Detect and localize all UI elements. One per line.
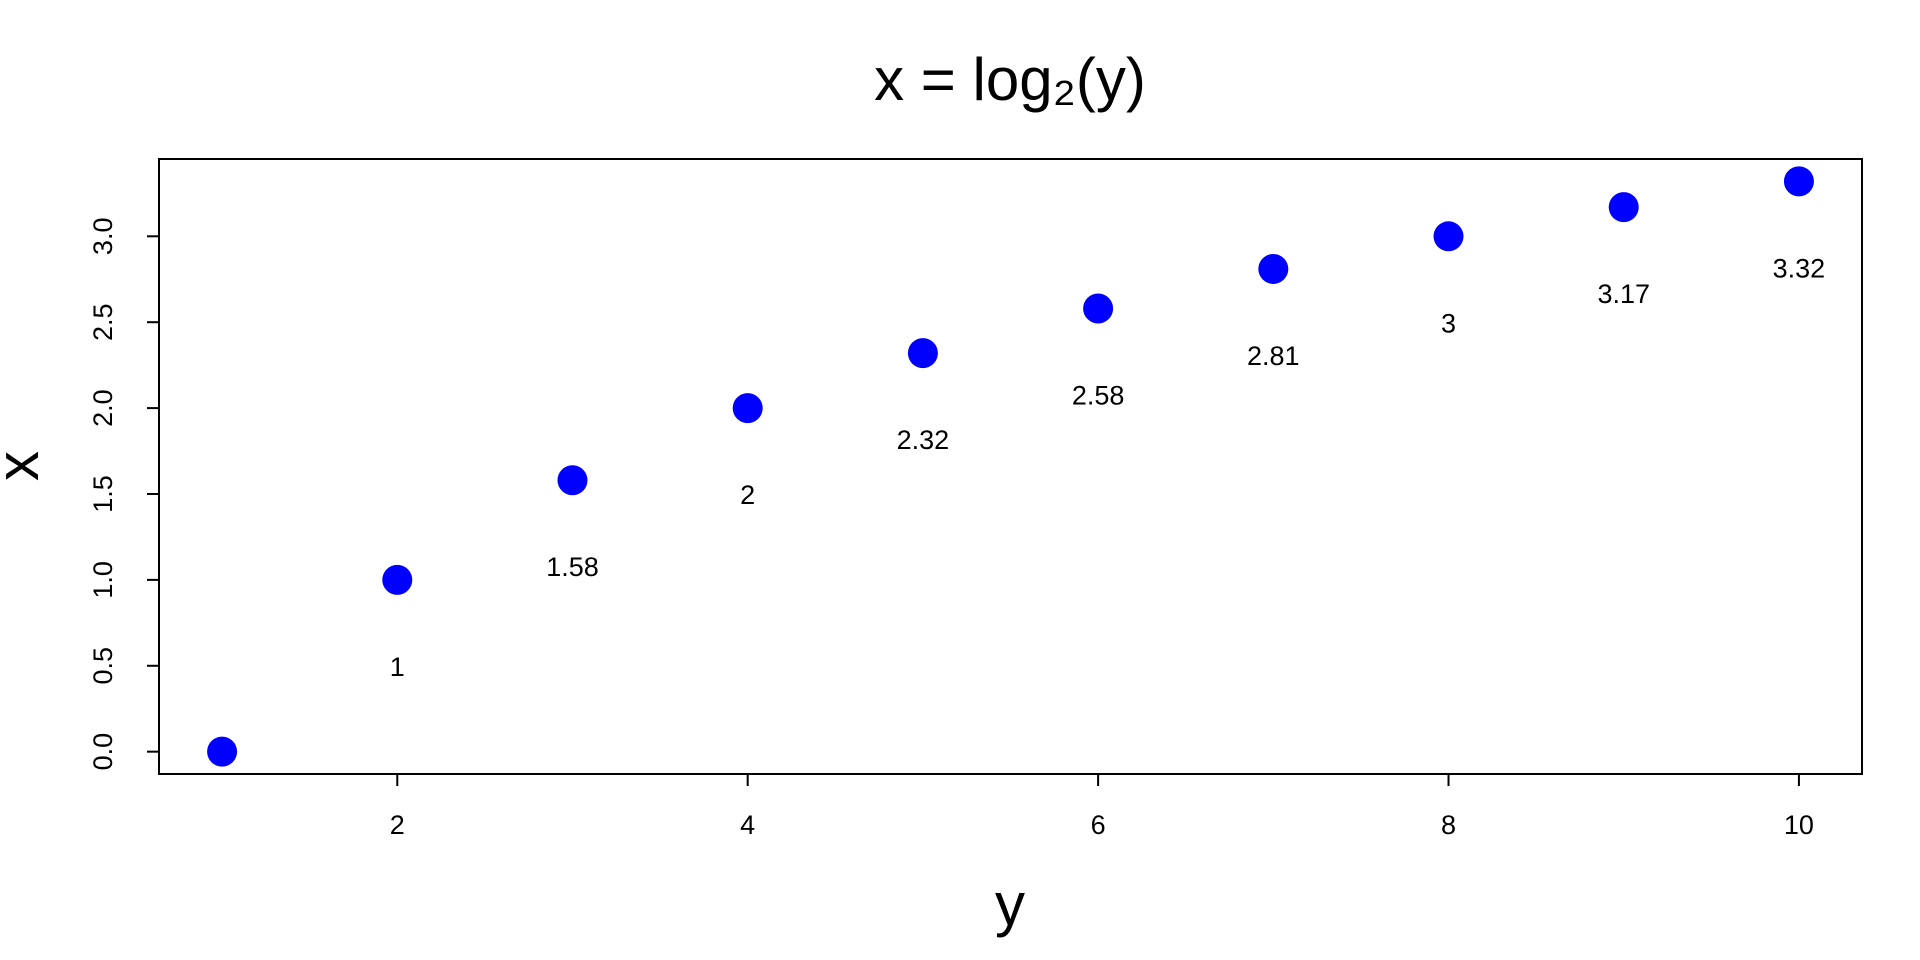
y-tick-label: 3.0	[88, 218, 118, 256]
y-tick-label: 2.5	[88, 303, 118, 341]
x-tick-label: 6	[1091, 810, 1106, 840]
y-axis-title: x	[0, 451, 51, 481]
x-tick-label: 4	[740, 810, 755, 840]
y-tick-label: 1.5	[88, 475, 118, 513]
value-label: 2.32	[897, 425, 950, 455]
x-tick-label: 10	[1784, 810, 1814, 840]
chart-title: x = log₂(y)	[874, 46, 1146, 113]
y-tick-label: 0.0	[88, 733, 118, 771]
y-tick-label: 2.0	[88, 389, 118, 427]
value-label: 1	[390, 652, 405, 682]
x-tick-label: 8	[1441, 810, 1456, 840]
value-label: 1.58	[546, 552, 599, 582]
value-label: 2.81	[1247, 341, 1300, 371]
point	[732, 393, 763, 424]
value-label: 3	[1441, 308, 1456, 338]
point	[1258, 253, 1289, 284]
point	[382, 564, 413, 595]
point	[557, 465, 588, 496]
point	[1608, 192, 1639, 223]
value-label: 2	[740, 480, 755, 510]
point	[1783, 166, 1814, 197]
point	[1083, 293, 1114, 324]
value-label: 3.32	[1773, 253, 1826, 283]
point	[1433, 221, 1464, 252]
y-tick-label: 1.0	[88, 561, 118, 599]
value-label: 3.17	[1597, 279, 1650, 309]
y-tick-label: 0.5	[88, 647, 118, 685]
x-axis-title: y	[995, 871, 1025, 938]
point	[207, 736, 238, 767]
plot-frame	[158, 158, 1863, 775]
point	[907, 338, 938, 369]
x-tick-label: 2	[390, 810, 405, 840]
value-label: 2.58	[1072, 380, 1125, 410]
